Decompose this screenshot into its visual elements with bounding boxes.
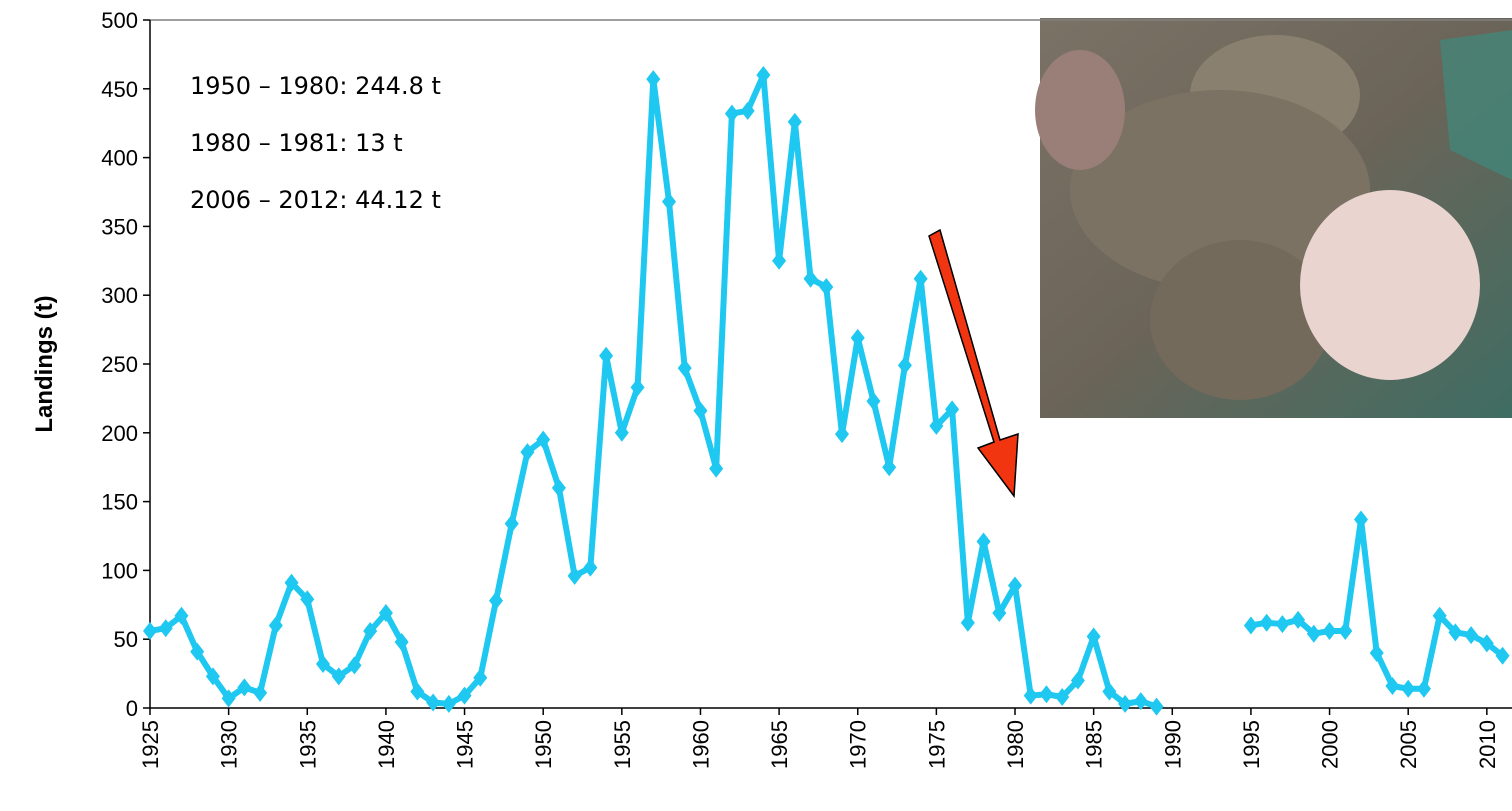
x-tick-label: 1940: [374, 720, 399, 769]
x-tick-label: 2005: [1396, 720, 1421, 769]
x-tick-label: 1950: [531, 720, 556, 769]
arrow: [929, 230, 1018, 496]
marker: [1354, 510, 1368, 528]
marker: [1338, 622, 1352, 640]
x-tick-label: 1980: [1003, 720, 1028, 769]
y-tick-label: 400: [101, 146, 138, 171]
marker: [1275, 615, 1289, 633]
marker: [1150, 698, 1164, 716]
marker: [835, 425, 849, 443]
marker: [1417, 680, 1431, 698]
x-tick-label: 1930: [217, 720, 242, 769]
x-tick-label: 1975: [924, 720, 949, 769]
x-tick-label: 1985: [1082, 720, 1107, 769]
marker: [505, 515, 519, 533]
marker: [662, 193, 676, 211]
marker: [583, 559, 597, 577]
annotation: 1950 – 1980: 244.8 t: [190, 72, 441, 100]
annotation: 2006 – 2012: 44.12 t: [190, 186, 441, 214]
y-tick-label: 0: [126, 696, 138, 721]
marker: [709, 460, 723, 478]
x-tick-label: 1935: [295, 720, 320, 769]
y-tick-label: 250: [101, 352, 138, 377]
photo: [1035, 18, 1512, 418]
marker: [646, 70, 660, 88]
marker: [725, 105, 739, 123]
y-tick-label: 350: [101, 214, 138, 239]
x-tick-label: 1945: [453, 720, 478, 769]
x-tick-label: 1995: [1239, 720, 1264, 769]
marker: [1244, 616, 1258, 634]
marker: [1464, 626, 1478, 644]
y-axis-label: Landings (t): [31, 295, 58, 432]
marker: [772, 252, 786, 270]
marker: [143, 622, 157, 640]
chart: Landings (t) 1950 – 1980: 244.8 t 1980 – …: [0, 0, 1512, 806]
y-tick-label: 450: [101, 77, 138, 102]
marker: [489, 592, 503, 610]
x-tick-label: 1960: [688, 720, 713, 769]
marker: [253, 684, 267, 702]
y-tick-label: 150: [101, 490, 138, 515]
y-tick-label: 100: [101, 558, 138, 583]
y-tick-label: 500: [101, 8, 138, 33]
x-tick-label: 1970: [846, 720, 871, 769]
marker: [804, 270, 818, 288]
x-tick-label: 1925: [138, 720, 163, 769]
marker: [1024, 687, 1038, 705]
marker: [788, 113, 802, 131]
marker: [1323, 622, 1337, 640]
marker: [851, 329, 865, 347]
x-tick-label: 2000: [1318, 720, 1343, 769]
marker: [882, 458, 896, 476]
x-tick-label: 1955: [610, 720, 635, 769]
y-tick-label: 300: [101, 283, 138, 308]
y-tick-label: 200: [101, 421, 138, 446]
x-tick-label: 2010: [1475, 720, 1500, 769]
marker: [977, 533, 991, 551]
marker: [568, 567, 582, 585]
marker: [819, 278, 833, 296]
annotation: 1980 – 1981: 13 t: [190, 129, 403, 157]
x-tick-label: 1990: [1160, 720, 1185, 769]
marker: [1401, 680, 1415, 698]
marker: [961, 614, 975, 632]
y-tick-label: 50: [114, 627, 138, 652]
marker: [1039, 685, 1053, 703]
marker: [442, 695, 456, 713]
marker: [914, 270, 928, 288]
marker: [898, 356, 912, 374]
marker: [866, 392, 880, 410]
marker: [1260, 614, 1274, 632]
x-tick-label: 1965: [767, 720, 792, 769]
marker: [599, 347, 613, 365]
